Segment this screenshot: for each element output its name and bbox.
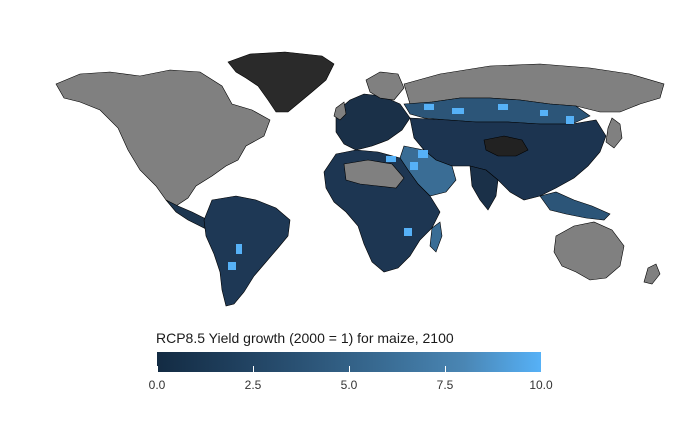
legend-tick-label: 10.0 [529,378,553,392]
legend-tick-mark [156,366,158,372]
region-southeast-asia [539,191,611,221]
legend-tick-label: 7.5 [436,378,454,392]
legend-tick-label: 2.5 [244,378,262,392]
region-uk [333,101,347,121]
region-north-america [55,69,271,207]
high-growth-patches [228,104,574,270]
region-south-america [203,195,291,307]
region-new-zealand [643,263,661,285]
region-madagascar [429,221,443,253]
legend-tick-label: 0.0 [148,378,166,392]
region-tibet [483,135,529,157]
legend-tick-mark [540,366,542,372]
legend-tick-mark [348,366,350,372]
region-scandinavia [365,71,405,101]
legend-tick-mark [444,366,446,372]
region-russia-cropland [403,97,591,125]
legend-title: RCP8.5 Yield growth (2000 = 1) for maize… [156,330,454,346]
region-sahara [343,159,405,189]
legend-tick-label: 5.0 [340,378,358,392]
region-india [469,165,499,211]
region-greenland [227,51,335,113]
region-australia [553,221,625,281]
region-europe [335,93,411,151]
legend-tick-mark [252,366,254,372]
region-japan [605,117,623,149]
